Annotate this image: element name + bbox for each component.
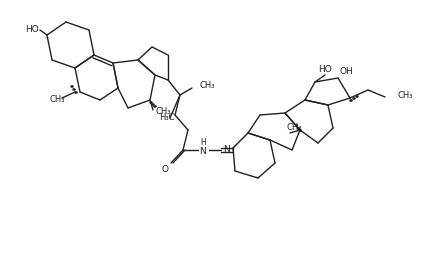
Text: OH: OH	[340, 68, 354, 77]
Text: CH₃: CH₃	[155, 107, 171, 116]
Text: N: N	[223, 145, 229, 154]
Text: HO: HO	[318, 66, 332, 75]
Text: HO: HO	[25, 25, 39, 34]
Text: N: N	[200, 146, 206, 155]
Text: H: H	[200, 138, 206, 147]
Text: O: O	[161, 166, 168, 175]
Text: CH₃: CH₃	[398, 90, 414, 99]
Text: H₃C: H₃C	[160, 114, 175, 123]
Text: CH₃: CH₃	[49, 96, 65, 105]
Text: CH₃: CH₃	[200, 80, 216, 89]
Text: CH₃: CH₃	[287, 124, 302, 133]
